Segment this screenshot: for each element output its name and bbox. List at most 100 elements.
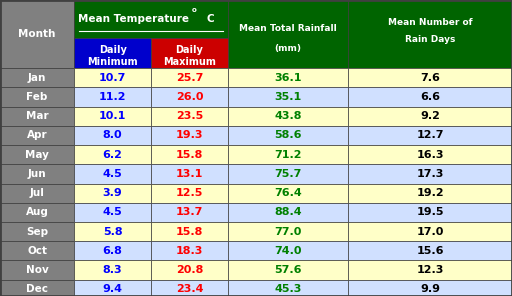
Text: 15.6: 15.6 [416,246,444,256]
Text: o: o [192,7,197,13]
Text: 8.0: 8.0 [103,131,122,140]
Bar [151,222,228,241]
Text: 58.6: 58.6 [274,131,302,140]
Text: 17.0: 17.0 [416,227,444,237]
Bar [348,222,512,241]
Text: 17.3: 17.3 [416,169,444,179]
Bar [348,260,512,280]
Bar [348,280,512,296]
Bar [0,260,74,280]
Bar [74,241,151,260]
Text: 9.2: 9.2 [420,111,440,121]
Bar [74,280,151,296]
Text: Daily: Daily [176,45,203,55]
Bar [348,203,512,222]
Text: 9.9: 9.9 [420,284,440,294]
Text: 19.5: 19.5 [416,207,444,217]
Bar [228,107,348,126]
Text: Maximum: Maximum [163,57,216,67]
Text: 88.4: 88.4 [274,207,302,217]
Text: Mean Total Rainfall: Mean Total Rainfall [239,24,337,33]
Text: 23.4: 23.4 [176,284,203,294]
Text: 12.7: 12.7 [416,131,444,140]
Bar [348,241,512,260]
Text: Jul: Jul [30,188,45,198]
Bar [0,280,74,296]
Text: Nov: Nov [26,265,49,275]
Text: 12.5: 12.5 [176,188,203,198]
Bar [0,68,74,87]
Text: Rain Days: Rain Days [405,36,455,44]
Bar [228,184,348,203]
Text: 4.5: 4.5 [103,207,122,217]
Bar [228,260,348,280]
Text: 19.2: 19.2 [416,188,444,198]
Bar [348,87,512,107]
Bar [348,145,512,164]
Text: Sep: Sep [26,227,48,237]
Bar [151,107,228,126]
Bar [74,260,151,280]
Text: 3.9: 3.9 [103,188,122,198]
Text: 15.8: 15.8 [176,227,203,237]
Text: 57.6: 57.6 [274,265,302,275]
Bar [0,241,74,260]
Bar [228,126,348,145]
Text: 6.6: 6.6 [420,92,440,102]
Bar [228,203,348,222]
Bar [74,164,151,184]
Bar [151,68,228,87]
Text: Apr: Apr [27,131,48,140]
Bar [348,0,512,68]
Text: 6.2: 6.2 [103,150,122,160]
Text: 16.3: 16.3 [416,150,444,160]
Bar [151,280,228,296]
Bar [228,164,348,184]
Bar [151,164,228,184]
Bar [348,164,512,184]
Bar [0,203,74,222]
Text: 5.8: 5.8 [103,227,122,237]
Bar [0,126,74,145]
Text: 6.8: 6.8 [103,246,122,256]
Text: 10.1: 10.1 [99,111,126,121]
Bar [0,145,74,164]
Text: 23.5: 23.5 [176,111,203,121]
Text: Feb: Feb [27,92,48,102]
Text: 12.3: 12.3 [416,265,444,275]
Text: 75.7: 75.7 [274,169,302,179]
Bar [74,145,151,164]
Bar [348,68,512,87]
Text: Jun: Jun [28,169,47,179]
Bar [74,222,151,241]
Text: Month: Month [18,29,56,39]
Bar [74,87,151,107]
Bar [348,126,512,145]
Text: (mm): (mm) [274,44,302,53]
Text: Oct: Oct [27,246,47,256]
Text: 35.1: 35.1 [274,92,302,102]
Bar [0,164,74,184]
Bar [74,68,151,87]
Bar [228,222,348,241]
Text: 18.3: 18.3 [176,246,203,256]
Bar [151,87,228,107]
Text: 20.8: 20.8 [176,265,203,275]
Text: Minimum: Minimum [88,57,138,67]
Bar [74,126,151,145]
Text: 4.5: 4.5 [103,169,122,179]
Bar [151,241,228,260]
Text: 25.7: 25.7 [176,73,203,83]
Text: Mar: Mar [26,111,49,121]
Bar [151,203,228,222]
Text: Aug: Aug [26,207,49,217]
Bar [74,203,151,222]
Bar [151,184,228,203]
Text: 9.4: 9.4 [102,284,123,294]
Bar [74,107,151,126]
Text: 13.1: 13.1 [176,169,203,179]
Text: 8.3: 8.3 [103,265,122,275]
Bar [228,280,348,296]
Bar [74,0,228,38]
Text: Jan: Jan [28,73,46,83]
